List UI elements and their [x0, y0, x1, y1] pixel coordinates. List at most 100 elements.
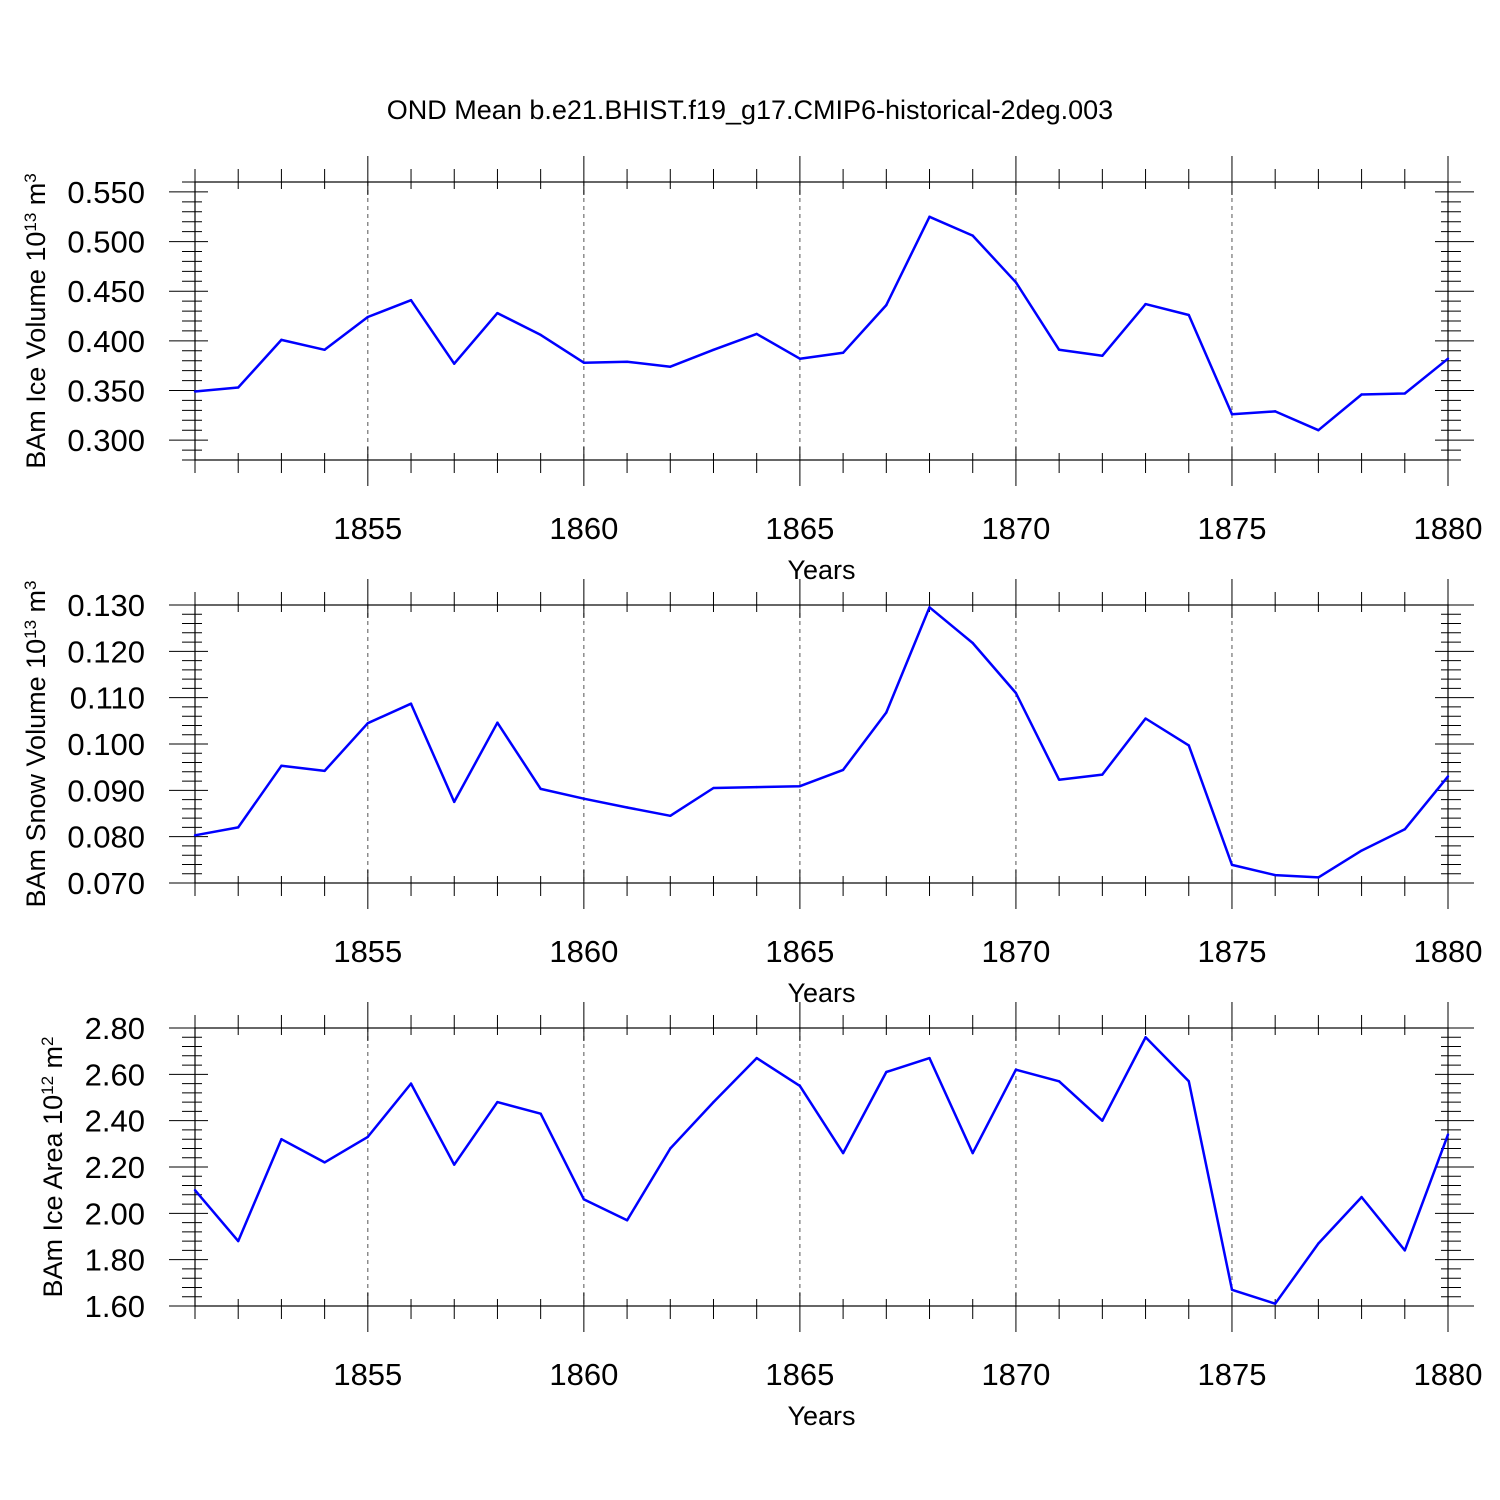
- y-tick-label: 2.60: [85, 1057, 145, 1092]
- y-tick-label: 0.550: [67, 175, 145, 210]
- data-point: [1230, 413, 1234, 416]
- y-tick-label: 2.80: [85, 1011, 145, 1046]
- x-tick-label: 1855: [333, 1357, 402, 1392]
- data-point: [582, 1198, 586, 1201]
- data-point: [323, 769, 326, 773]
- data-point: [625, 1219, 629, 1222]
- y-tick-label: 0.080: [67, 820, 145, 855]
- series-line: [194, 215, 1449, 432]
- data-point: [1187, 1080, 1190, 1083]
- data-point: [539, 1112, 542, 1115]
- data-point: [366, 315, 370, 319]
- x-axis-label: Years: [787, 978, 855, 1008]
- data-point: [841, 1151, 845, 1155]
- data-point: [1403, 828, 1406, 831]
- y-tick-label: 0.450: [67, 274, 145, 309]
- data-point: [971, 1151, 974, 1155]
- y-tick-label: 0.130: [67, 588, 145, 623]
- panel-3: 1.60 1.80 2.00 2.20 2.40 2.60 2.80 1855 1860 1865…: [38, 1002, 1483, 1431]
- data-point: [1144, 302, 1147, 306]
- data-point: [928, 606, 931, 609]
- data-point: [1014, 281, 1018, 284]
- data-point: [409, 298, 413, 302]
- x-tick-label: 1880: [1414, 934, 1483, 969]
- x-tick-label: 1875: [1197, 1357, 1266, 1392]
- series-line: [194, 606, 1449, 879]
- panel-1: 0.300 0.350 0.400 0.450 0.500 0.550 1855 1860 18…: [21, 156, 1482, 585]
- data-point: [453, 800, 456, 804]
- data-point: [539, 333, 542, 337]
- data-point: [971, 641, 974, 645]
- y-tick-label: 0.070: [67, 866, 145, 901]
- panel-2: 0.070 0.080 0.090 0.100 0.110 0.120 0.130 1855 1…: [21, 579, 1483, 1008]
- data-point: [193, 834, 197, 837]
- series-line: [194, 1036, 1450, 1305]
- x-tick-label: 1865: [765, 1357, 834, 1392]
- data-point: [1187, 313, 1190, 317]
- x-tick-label: 1875: [1197, 934, 1266, 969]
- data-point: [928, 1056, 931, 1060]
- data-point: [582, 361, 586, 364]
- data-point: [798, 1084, 802, 1088]
- data-point: [1317, 429, 1320, 432]
- x-tick-label: 1855: [333, 511, 402, 546]
- data-point: [841, 351, 845, 354]
- x-tick-label: 1860: [549, 934, 618, 969]
- data-point: [366, 721, 370, 725]
- data-point: [496, 1100, 499, 1104]
- data-point: [1446, 1133, 1450, 1136]
- panels: 0.300 0.350 0.400 0.450 0.500 0.550 1855 1860 18…: [21, 156, 1483, 1431]
- data-point: [1101, 773, 1104, 776]
- data-point: [1273, 410, 1277, 413]
- x-tick-label: 1880: [1414, 1357, 1483, 1392]
- data-point: [409, 702, 413, 705]
- x-tick-label: 1870: [981, 934, 1050, 969]
- data-point: [1101, 354, 1104, 357]
- data-point: [1446, 357, 1450, 360]
- data-point: [409, 1082, 413, 1085]
- data-point: [323, 348, 326, 351]
- data-point: [1360, 1195, 1363, 1199]
- data-point: [669, 814, 672, 818]
- data-point: [193, 390, 197, 393]
- figure-title: OND Mean b.e21.BHIST.f19_g17.CMIP6-histo…: [387, 95, 1113, 125]
- x-axis-label: Years: [787, 555, 855, 585]
- x-tick-label: 1865: [765, 511, 834, 546]
- x-tick-label: 1865: [765, 934, 834, 969]
- data-point: [1403, 392, 1406, 395]
- data-point: [1144, 717, 1147, 720]
- data-point: [1014, 1068, 1018, 1071]
- data-point: [193, 1188, 197, 1192]
- data-point: [971, 234, 974, 237]
- data-point: [323, 1161, 326, 1164]
- data-point: [1230, 863, 1234, 867]
- y-tick-label: 0.120: [67, 634, 145, 669]
- data-point: [366, 1135, 370, 1139]
- y-tick-label: 0.400: [67, 324, 145, 359]
- data-point: [582, 797, 586, 800]
- data-point: [496, 721, 499, 724]
- data-point: [1014, 691, 1018, 695]
- y-axis-label: BAm Ice Area 1012 m2: [38, 1037, 69, 1298]
- y-axis-label: BAm Snow Volume 1013 m3: [21, 580, 52, 907]
- y-tick-label: 0.110: [70, 681, 145, 716]
- data-point: [1403, 1249, 1406, 1252]
- data-point: [841, 768, 845, 772]
- y-tick-label: 2.20: [85, 1150, 145, 1185]
- data-point: [755, 1056, 758, 1060]
- data-point: [280, 764, 283, 767]
- x-tick-label: 1860: [549, 1357, 618, 1392]
- y-tick-label: 0.100: [67, 727, 145, 762]
- data-point: [669, 365, 672, 368]
- data-point: [712, 1100, 715, 1104]
- data-point: [625, 360, 629, 363]
- data-point: [539, 787, 542, 791]
- y-tick-label: 1.60: [85, 1289, 145, 1324]
- data-point: [625, 806, 629, 809]
- data-point: [453, 1163, 456, 1166]
- data-point: [885, 303, 888, 307]
- data-point: [1273, 1302, 1277, 1305]
- data-point: [237, 1239, 240, 1243]
